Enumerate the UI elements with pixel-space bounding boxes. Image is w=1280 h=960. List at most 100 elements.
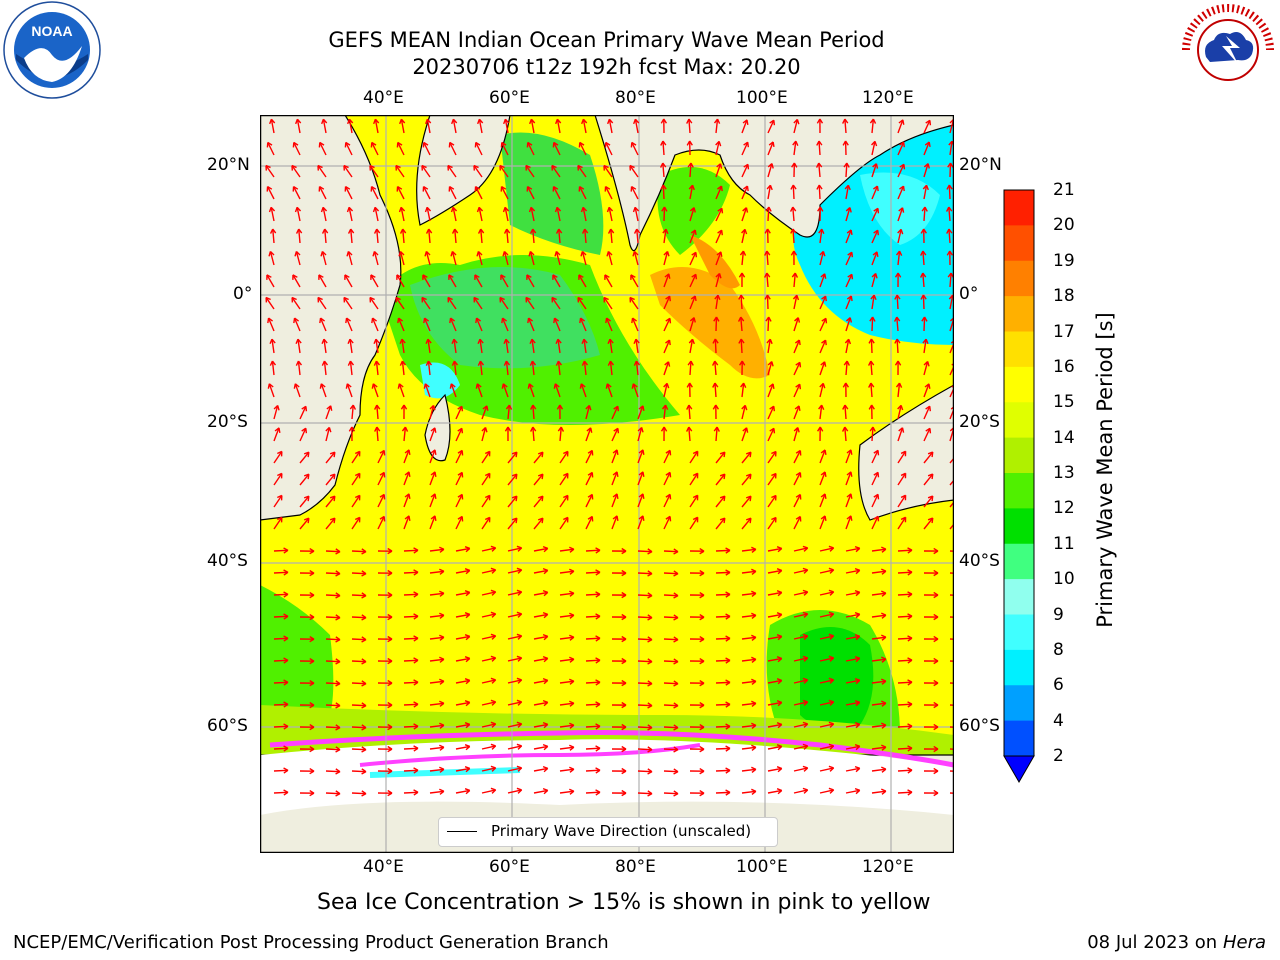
wave-direction-arrow (273, 593, 289, 596)
wave-direction-arrow (429, 702, 444, 706)
wave-direction-arrow (897, 450, 907, 464)
wave-direction-arrow (585, 405, 591, 420)
wave-direction-arrowhead (283, 701, 289, 708)
wave-direction-arrow (324, 228, 327, 244)
footer-date-text: 08 Jul 2023 on (1087, 932, 1223, 953)
colorbar-tick-label: 6 (1053, 675, 1064, 696)
wave-direction-arrowhead (725, 547, 731, 554)
wave-direction-arrow (481, 472, 491, 486)
wave-direction-arrowhead (699, 745, 705, 753)
wave-direction-arrow (559, 790, 574, 794)
wave-direction-arrowhead (606, 250, 613, 257)
wave-direction-arrowhead (776, 678, 783, 685)
wave-direction-arrow (949, 272, 952, 288)
wave-direction-arrow (948, 206, 951, 222)
wave-direction-arrowhead (638, 493, 645, 499)
wave-direction-arrowhead (439, 546, 445, 553)
wave-direction-arrow (294, 383, 301, 398)
wave-direction-arrowhead (346, 206, 354, 213)
wave-direction-arrow (605, 142, 613, 156)
wave-direction-arrow (637, 748, 653, 751)
wave-direction-arrowhead (630, 274, 636, 280)
wave-direction-arrowhead (595, 745, 601, 752)
wave-direction-arrowhead (430, 515, 437, 521)
wave-direction-arrowhead (503, 118, 510, 125)
wave-direction-arrowhead (404, 449, 411, 455)
wave-direction-arrow (325, 405, 332, 420)
wave-direction-arrowhead (349, 404, 357, 410)
wave-direction-arrow (793, 383, 801, 398)
wave-direction-arrowhead (872, 163, 879, 169)
wave-direction-arrowhead (897, 404, 904, 411)
wave-direction-arrow (871, 472, 879, 486)
wave-direction-arrow (662, 162, 665, 178)
wave-direction-arrowhead (580, 250, 587, 257)
wave-direction-arrow (348, 207, 353, 222)
wave-direction-arrow (793, 635, 808, 640)
wave-direction-arrow (715, 615, 731, 618)
wave-direction-arrow (481, 679, 496, 684)
wave-direction-arrow (273, 769, 289, 772)
wave-direction-arrowhead (828, 655, 835, 662)
wave-direction-arrowhead (933, 613, 939, 621)
wave-direction-arrow (403, 549, 419, 552)
wave-direction-arrowhead (751, 634, 757, 641)
wave-direction-arrowhead (318, 141, 325, 148)
wave-direction-arrowhead (511, 517, 518, 524)
wave-direction-arrowhead (542, 567, 549, 575)
wave-direction-arrowhead (663, 382, 670, 389)
wave-direction-arrowhead (867, 360, 875, 366)
wave-direction-arrowhead (464, 700, 471, 707)
wave-direction-arrowhead (320, 250, 327, 257)
wave-direction-arrow (455, 767, 470, 772)
wave-direction-arrow (317, 297, 327, 310)
wave-direction-arrowhead (946, 250, 954, 256)
wave-direction-arrowhead (854, 721, 861, 729)
wave-direction-arrowhead (802, 743, 809, 750)
wave-direction-arrow (447, 297, 457, 310)
wave-direction-arrowhead (318, 185, 325, 192)
wave-direction-arrow (525, 297, 535, 310)
wave-direction-arrowhead (464, 634, 471, 641)
colorbar-segment (1004, 579, 1034, 615)
wave-direction-arrow (455, 547, 470, 552)
lon-label-top: 40°E (363, 88, 404, 108)
wave-direction-arrow (715, 747, 731, 750)
wave-direction-arrow (605, 317, 613, 332)
wave-direction-arrowhead (422, 274, 428, 280)
colorbar-tick-label: 2 (1053, 746, 1064, 766)
wave-direction-arrow (500, 274, 509, 288)
wave-direction-arrow (740, 294, 743, 310)
wave-direction-arrow (819, 635, 834, 640)
wave-direction-arrowhead (579, 317, 586, 324)
wave-direction-arrowhead (309, 789, 315, 797)
wave-direction-arrowhead (291, 296, 297, 303)
wave-direction-arrow (689, 251, 697, 266)
wave-direction-arrow (325, 638, 341, 641)
wave-direction-arrowhead (712, 338, 719, 344)
wave-direction-arrow (611, 471, 618, 486)
wave-direction-arrow (325, 770, 341, 773)
wave-direction-arrow (871, 118, 875, 134)
wave-direction-arrow (819, 251, 825, 266)
wave-direction-arrow (793, 362, 801, 376)
wave-direction-arrowhead (343, 164, 349, 171)
wave-direction-arrowhead (387, 679, 393, 687)
wave-direction-arrowhead (464, 568, 471, 575)
wave-direction-arrow (267, 317, 275, 332)
wave-direction-arrow (871, 724, 886, 728)
wave-direction-arrowhead (413, 723, 419, 730)
wave-direction-arrowhead (373, 118, 380, 125)
wave-direction-arrow (949, 660, 954, 662)
wave-direction-arrow (635, 339, 639, 354)
wave-direction-arrowhead (692, 494, 699, 501)
wave-direction-arrowhead (477, 338, 484, 345)
wave-direction-arrow (533, 569, 548, 574)
wave-direction-arrowhead (621, 591, 627, 599)
wave-direction-arrowhead (505, 404, 513, 410)
wave-direction-arrow (637, 726, 653, 729)
wave-direction-arrowhead (413, 789, 419, 796)
wave-direction-arrow (374, 207, 379, 222)
wave-direction-arrow (767, 451, 777, 464)
wave-direction-arrowhead (464, 788, 471, 795)
